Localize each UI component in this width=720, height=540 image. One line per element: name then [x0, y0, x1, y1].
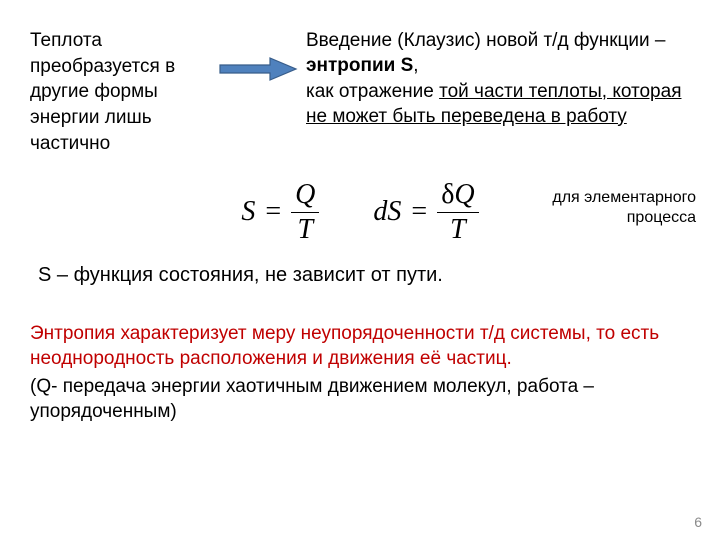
- entropy-description-red: Энтропия характеризует меру неупорядочен…: [30, 321, 690, 372]
- eq2-num: δQ: [437, 180, 478, 209]
- eq2-eq: =: [411, 196, 427, 228]
- equation-row: S = Q T dS = δQ T для элементарного проц…: [30, 180, 690, 244]
- entropy-term: энтропии S: [306, 55, 413, 76]
- sf-prefix: S –: [38, 264, 74, 286]
- page-number: 6: [694, 514, 702, 530]
- fraction-bar: [437, 212, 478, 213]
- sf-rest: функция состояния, не зависит от пути.: [74, 264, 443, 286]
- equation-1: S = Q T: [241, 180, 319, 244]
- entropy-intro-text: Введение (Клаузис) новой т/д функции – э…: [306, 28, 690, 129]
- eq1-eq: =: [265, 196, 281, 228]
- eq1-den: T: [293, 215, 317, 244]
- equation-note: для элементарного процесса: [536, 188, 696, 228]
- eq1-lhs: S: [241, 196, 255, 228]
- intro-prefix: Введение (Клаузис) новой т/д функции –: [306, 30, 666, 51]
- intro-line2-prefix: как отражение: [306, 81, 439, 102]
- equation-2: dS = δQ T: [373, 180, 478, 244]
- top-row: Теплота преобразуется в другие формы эне…: [30, 28, 690, 156]
- eq-note-line1: для элементарного: [552, 189, 696, 206]
- arrow-cell: [218, 28, 298, 82]
- entropy-description-black: (Q- передача энергии хаотичным движением…: [30, 374, 690, 425]
- heat-transform-text: Теплота преобразуется в другие формы эне…: [30, 28, 210, 156]
- eq2-den: T: [446, 215, 470, 244]
- eq2-frac: δQ T: [437, 180, 478, 244]
- eq1-frac: Q T: [291, 180, 319, 244]
- state-function-text: S – функция состояния, не зависит от пут…: [38, 264, 690, 287]
- eq-note-line2: процесса: [627, 209, 696, 226]
- eq2-lhs: dS: [373, 196, 401, 228]
- fraction-bar: [291, 212, 319, 213]
- eq1-num: Q: [291, 180, 319, 209]
- intro-comma: ,: [413, 55, 418, 76]
- arrow-right-icon: [218, 56, 298, 82]
